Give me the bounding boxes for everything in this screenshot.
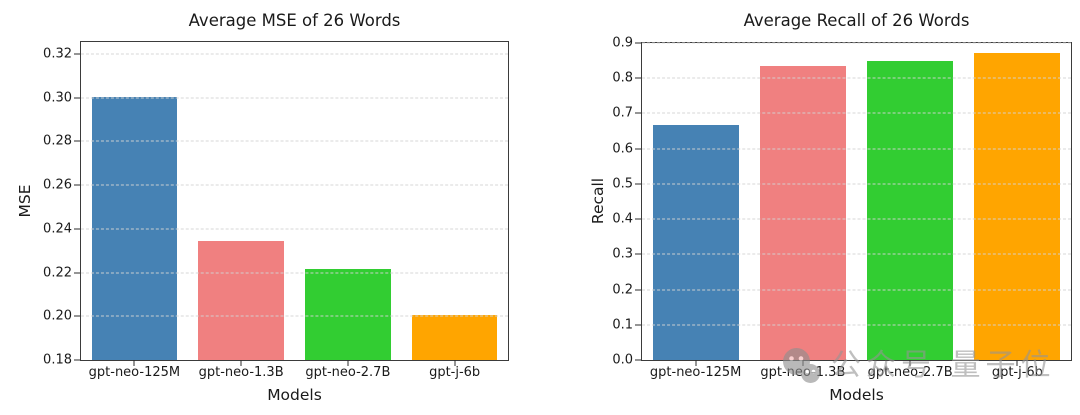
x-tick-label: gpt-neo-2.7B: [305, 365, 391, 380]
x-tick-mark: [802, 360, 804, 366]
y-tick-label: 0.9: [612, 35, 633, 51]
gridline: [642, 112, 1071, 114]
x-tick-mark: [909, 360, 911, 366]
y-axis-label: Recall: [589, 177, 607, 225]
x-tick-label: gpt-neo-2.7B: [867, 365, 953, 380]
x-tick-label: gpt-neo-1.3B: [760, 365, 846, 380]
y-tick-label: 0.0: [612, 352, 633, 368]
x-tick-mark: [695, 360, 697, 366]
gridline: [642, 324, 1071, 326]
gridline: [81, 184, 508, 186]
chart-title: Average MSE of 26 Words: [188, 11, 401, 30]
y-tick-label: 0.30: [43, 90, 72, 106]
bar-gpt-neo-125M: [652, 125, 739, 360]
bar-gpt-neo-2.7B: [305, 269, 391, 360]
y-tick-mark: [635, 42, 641, 44]
y-tick-label: 0.8: [612, 70, 633, 86]
watermark: 公众号 量子位: [781, 347, 1056, 385]
y-tick-label: 0.6: [612, 141, 633, 157]
x-tick-mark: [240, 360, 242, 366]
wechat-logo-icon: [783, 348, 820, 383]
x-tick-mark: [347, 360, 349, 366]
y-tick-mark: [635, 359, 641, 361]
x-axis-label: Models: [267, 386, 322, 404]
y-tick-mark: [635, 253, 641, 255]
gridline: [642, 253, 1071, 255]
bar-gpt-j-6b: [974, 52, 1061, 360]
y-tick-mark: [635, 112, 641, 114]
y-tick-mark: [635, 148, 641, 150]
watermark-text: 公众号 量子位: [831, 348, 1056, 383]
gridline: [81, 53, 508, 55]
x-tick-mark: [454, 360, 456, 366]
y-tick-label: 0.20: [43, 308, 72, 324]
gridline: [642, 148, 1071, 150]
y-tick-label: 0.7: [612, 105, 633, 121]
gridline: [81, 272, 508, 274]
x-tick-label: gpt-neo-125M: [88, 365, 181, 380]
plot-area: 0.0 0.1 0.2 0.3 0.4 0.5 0.6 0.7 0.8 0.9 gpt-neo-12…: [612, 37, 1072, 380]
bar-gpt-j-6b: [411, 315, 498, 360]
y-tick-mark: [74, 140, 80, 142]
y-tick-label: 0.3: [612, 246, 633, 262]
y-tick-mark: [635, 218, 641, 220]
x-tick-label: gpt-j-6b: [991, 365, 1043, 380]
y-tick-mark: [74, 228, 80, 230]
bar-gpt-neo-1.3B: [198, 240, 284, 360]
x-tick-label: gpt-j-6b: [429, 365, 481, 380]
y-tick-mark: [74, 53, 80, 55]
gridline: [81, 228, 508, 230]
y-tick-mark: [635, 324, 641, 326]
gridline: [81, 97, 508, 99]
y-tick-label: 0.1: [612, 317, 633, 333]
y-tick-mark: [74, 272, 80, 274]
x-tick-label: gpt-neo-125M: [649, 365, 742, 380]
y-tick-label: 0.2: [612, 282, 633, 298]
y-tick-label: 0.32: [43, 46, 72, 62]
bar-gpt-neo-1.3B: [759, 66, 846, 360]
x-tick-mark: [133, 360, 135, 366]
y-tick-label: 0.5: [612, 176, 633, 192]
gridline: [642, 42, 1071, 44]
y-tick-mark: [635, 77, 641, 79]
chart-title: Average Recall of 26 Words: [743, 11, 970, 30]
gridline: [642, 77, 1071, 79]
gridline: [642, 183, 1071, 185]
gridline: [81, 315, 508, 317]
gridline: [642, 289, 1071, 291]
y-tick-mark: [635, 289, 641, 291]
y-tick-mark: [74, 359, 80, 361]
y-tick-label: 0.4: [612, 211, 633, 227]
plot-area: 0.18 0.20 0.22 0.24 0.26 0.28 0.30 0.32 gpt-neo-…: [43, 41, 509, 380]
y-tick-mark: [635, 183, 641, 185]
y-tick-label: 0.24: [43, 221, 72, 237]
gridline: [642, 218, 1071, 220]
bar-gpt-neo-2.7B: [867, 60, 954, 360]
gridline: [81, 140, 508, 142]
x-axis-label: Models: [829, 386, 884, 404]
x-tick-label: gpt-neo-1.3B: [198, 365, 284, 380]
y-axis-label: MSE: [16, 184, 34, 218]
bar-gpt-neo-125M: [91, 96, 178, 360]
y-tick-label: 0.22: [43, 265, 72, 281]
y-tick-mark: [74, 184, 80, 186]
x-tick-mark: [1016, 360, 1018, 366]
y-tick-mark: [74, 315, 80, 317]
y-tick-label: 0.28: [43, 133, 72, 149]
y-tick-label: 0.18: [43, 352, 72, 368]
y-tick-label: 0.26: [43, 177, 72, 193]
y-tick-mark: [74, 97, 80, 99]
